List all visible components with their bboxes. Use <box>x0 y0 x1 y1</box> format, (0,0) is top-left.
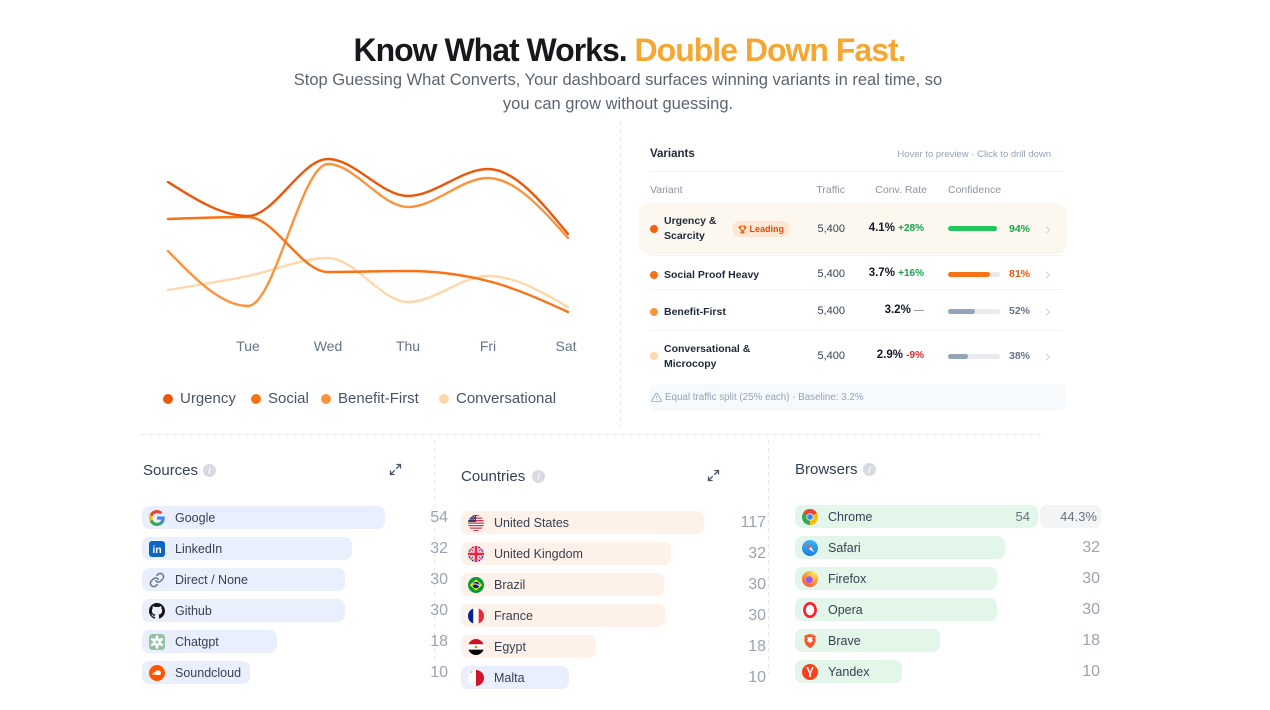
svg-text:i: i <box>537 472 540 482</box>
svg-text:in: in <box>152 544 161 556</box>
svg-text:i: i <box>868 465 871 475</box>
svg-text:i: i <box>208 466 211 476</box>
